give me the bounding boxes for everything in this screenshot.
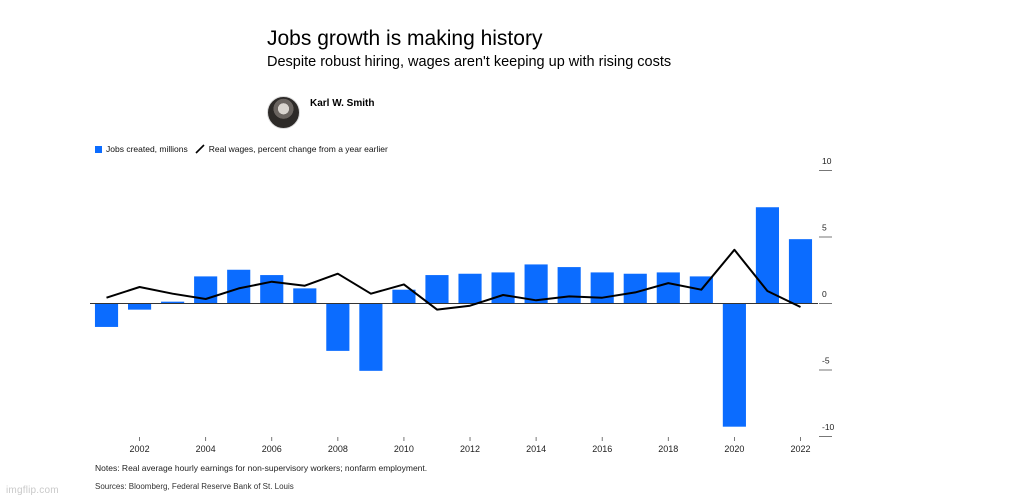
chart-title: Jobs growth is making history — [267, 27, 543, 50]
bar-2018 — [656, 272, 680, 303]
bar-2003 — [161, 301, 185, 303]
bar-2020 — [722, 303, 746, 427]
x-tick-label: 2012 — [460, 444, 480, 454]
bar-2015 — [557, 267, 581, 303]
bar-2005 — [227, 269, 251, 303]
y-tick-label: -5 — [822, 356, 830, 366]
bar-2012 — [458, 273, 482, 303]
legend-bar-swatch — [95, 145, 102, 153]
bar-2007 — [293, 288, 317, 303]
x-tick-label: 2008 — [328, 444, 348, 454]
x-tick-label: 2002 — [130, 444, 150, 454]
bar-2014 — [524, 264, 548, 303]
x-tick-label: 2010 — [394, 444, 414, 454]
bar-2017 — [623, 273, 647, 303]
bar-2021 — [755, 207, 779, 303]
x-tick-label: 2004 — [196, 444, 216, 454]
author-byline: Karl W. Smith — [267, 96, 374, 129]
bar-2011 — [425, 275, 449, 303]
bar-2006 — [260, 275, 284, 303]
y-tick-label: 10 — [822, 156, 832, 166]
bar-2001 — [94, 303, 119, 327]
chart-sources: Sources: Bloomberg, Federal Reserve Bank… — [95, 482, 294, 491]
y-tick-label: 0 — [822, 289, 827, 299]
bar-2002 — [128, 303, 152, 310]
chart-notes: Notes: Real average hourly earnings for … — [95, 463, 428, 473]
x-tick-label: 2006 — [262, 444, 282, 454]
x-tick-label: 2018 — [658, 444, 678, 454]
x-tick-label: 2014 — [526, 444, 546, 454]
y-tick-label: -10 — [822, 422, 835, 432]
chart-header: Jobs growth is making history Despite ro… — [267, 26, 687, 70]
bar-2016 — [590, 272, 614, 303]
chart-subtitle: Despite robust hiring, wages aren't keep… — [267, 54, 672, 70]
x-tick-label: 2016 — [592, 444, 612, 454]
chart-legend: Jobs created, millions Real wages, perce… — [95, 144, 388, 154]
y-tick-label: 5 — [822, 223, 827, 233]
watermark-text: imgflip.com — [6, 485, 59, 496]
legend-bar-label: Jobs created, millions — [106, 144, 188, 154]
author-name: Karl W. Smith — [310, 98, 375, 109]
bar-2022 — [788, 239, 813, 303]
author-avatar — [267, 96, 300, 129]
bar-2010 — [392, 289, 416, 303]
real-wages-line — [106, 248, 801, 311]
x-tick-label: 2022 — [790, 444, 810, 454]
bar-2008 — [326, 303, 350, 351]
x-tick-label: 2020 — [724, 444, 744, 454]
legend-line-label: Real wages, percent change from a year e… — [208, 144, 388, 154]
bar-2009 — [359, 303, 383, 371]
legend-line-icon — [195, 144, 205, 154]
